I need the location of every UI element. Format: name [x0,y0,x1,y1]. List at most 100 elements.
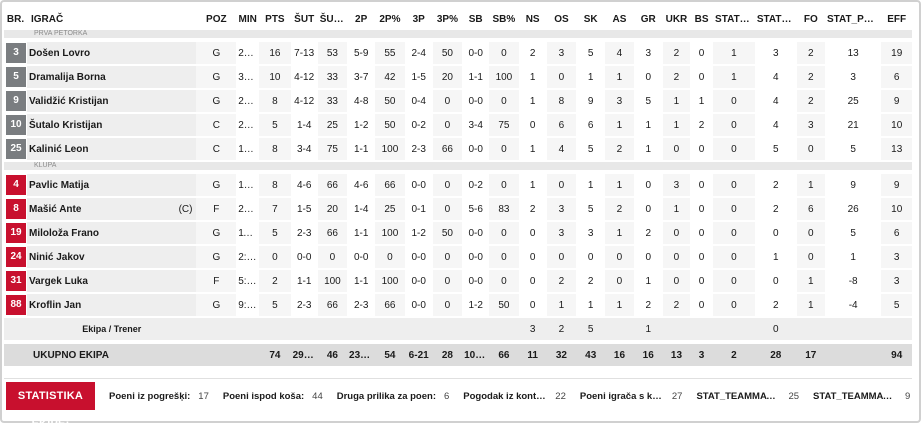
column-header[interactable]: UKR [665,13,688,25]
stat-cell: 0 [432,90,463,114]
column-header[interactable]: STAT_PERS… [756,13,797,25]
stat-cell: 25 [375,198,405,222]
column-header[interactable]: 2P [355,13,368,25]
column-header[interactable]: PTS [265,13,285,25]
total-stat-cell: 66 [489,344,519,366]
column-header[interactable]: SB [468,13,483,25]
stat-cell: 1 [662,114,691,138]
column-header[interactable]: IGRAČ [31,13,64,25]
column-header[interactable]: MIN [238,13,257,25]
stat-cell: 9 [824,174,882,198]
player-name-cell[interactable]: Pavlic Matija [27,174,197,198]
stat-cell: 3 [796,114,825,138]
stat-cell: 9:21 [236,294,260,318]
stat-cell: 1 [824,246,882,270]
stat-cell: 0 [713,90,755,114]
player-name-link[interactable]: Šutalo Kristijan [29,119,103,131]
stat-cell: 26 [824,198,882,222]
player-name-cell[interactable]: Mašić Ante (C) [27,198,197,222]
stat-cell: F [196,270,237,294]
column-header[interactable]: NS [525,13,540,25]
column-header[interactable]: AS [612,13,627,25]
column-header[interactable]: 3P% [436,13,458,25]
player-name-cell[interactable]: Dramalija Borna [27,66,197,90]
player-name-cell[interactable]: Vargek Luka [27,270,197,294]
column-header[interactable]: 2P% [379,13,401,25]
player-name-link[interactable]: Pavlic Matija [29,179,90,191]
stat-cell: 0 [796,222,825,246]
column-header[interactable]: OS [554,13,569,25]
player-name-cell[interactable]: Ninić Jakov [27,246,197,270]
stat-cell: 5:10 [236,270,260,294]
stat-cell: 0 [432,294,463,318]
player-name-wrap: Kalinić Leon [29,144,194,155]
stat-cell: 3 [881,246,912,270]
column-header[interactable]: STAT_PERS… [826,13,881,25]
column-header[interactable]: STAT_PERS… [715,13,755,25]
column-header[interactable]: GR [640,13,656,25]
team-coach-row: Ekipa / Trener 3 2 5 1 0 [4,318,912,340]
player-name-link[interactable]: Miloloža Frano [29,227,99,239]
player-name-link[interactable]: Kroflin Jan [29,299,82,311]
player-name-link[interactable]: Došen Lovro [29,47,91,59]
stat-cell: 1-1 [347,270,376,294]
stat-cell: G [196,222,237,246]
stat-cell: 0-0 [462,90,490,114]
column-header[interactable]: BR. [6,13,25,25]
column-header[interactable]: FO [803,13,818,25]
column-header[interactable]: 3P [412,13,425,25]
stat-cell: 2 [662,66,691,90]
player-name-cell[interactable]: Šutalo Kristijan [27,114,197,138]
stat-cell: G [196,294,237,318]
player-name-link[interactable]: Kalinić Leon [29,143,89,155]
stat-cell: 6 [546,114,577,138]
player-name-cell[interactable]: Došen Lovro [27,42,197,66]
player-name-link[interactable]: Mašić Ante [29,203,82,215]
stat-cell: G [196,174,237,198]
player-name-link[interactable]: Validžić Kristijan [29,95,109,107]
total-stat-cell: 11 [518,344,547,366]
player-row[interactable]: 88 Kroflin Jan G 9:21 5 2-3 66 2-3 66 0-0 0 1-2 50 0 1… [4,294,912,318]
column-header[interactable]: SB% [492,13,516,25]
player-name-cell[interactable]: Kalinić Leon [27,138,197,162]
stat-cell: 5 [754,138,797,162]
column-header[interactable]: BS [694,13,709,25]
player-row[interactable]: 24 Ninić Jakov G 2:47 0 0-0 0 0-0 0 0-0 0 0-0 0 0 0 0 0 0… [4,246,912,270]
player-name-cell[interactable]: Kroflin Jan [27,294,197,318]
stat-cell: 66 [317,294,348,318]
stat-cell: 3 [518,318,547,340]
stat-cell: 14:33 [236,174,260,198]
player-name-cell[interactable]: Validžić Kristijan [27,90,197,114]
player-name-link[interactable]: Dramalija Borna [29,71,106,83]
stat-cell: 1 [605,222,634,246]
player-row[interactable]: 31 Vargek Luka F 5:10 2 1-1 100 1-1 100 0-0 0 0-0 0 0… [4,270,912,294]
team-stat-item: Pogodak iz kontranapa… 22 [463,391,566,402]
stat-cell: 2 [518,198,547,222]
stat-cell: 0 [690,198,714,222]
stat-cell: 66 [432,138,463,162]
column-header[interactable]: EFF [887,13,907,25]
stat-cell: 0-2 [404,114,433,138]
player-name-link[interactable]: Vargek Luka [29,275,88,287]
player-name-cell[interactable]: Miloloža Frano [27,222,197,246]
stat-cell: 0 [633,66,663,90]
stat-cell: 0-0 [290,246,318,270]
column-header[interactable]: POZ [206,13,227,25]
column-header[interactable]: SK [583,13,598,25]
player-number-cell: 4 [4,174,27,198]
column-header[interactable]: ŠUT [294,13,315,25]
column-header[interactable]: ŠUT% [319,13,348,25]
stat-cell: 100 [375,222,405,246]
stat-cell: C [196,114,237,138]
stat-cell [462,318,490,340]
player-name-link[interactable]: Ninić Jakov [29,251,85,263]
stat-cell [713,318,755,340]
